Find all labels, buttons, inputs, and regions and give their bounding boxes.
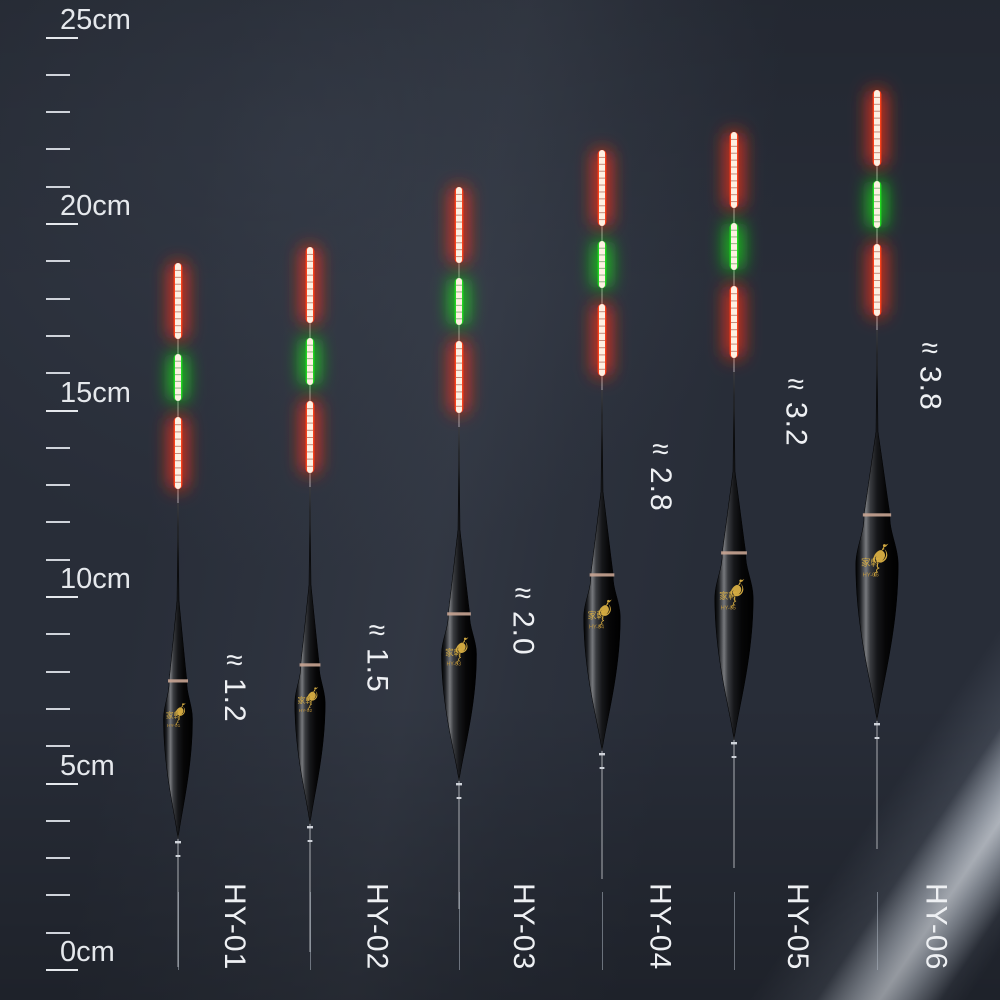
svg-text:HY-01: HY-01 xyxy=(167,723,181,729)
svg-text:家軒: 家軒 xyxy=(445,647,463,658)
svg-text:家軒: 家軒 xyxy=(588,610,606,621)
svg-text:HY-02: HY-02 xyxy=(299,708,313,714)
svg-text:HY-05: HY-05 xyxy=(721,605,736,611)
svg-text:HY-04: HY-04 xyxy=(589,625,604,631)
svg-text:家軒: 家軒 xyxy=(166,710,182,720)
svg-text:家軒: 家軒 xyxy=(297,695,313,705)
svg-text:HY-06: HY-06 xyxy=(863,573,880,579)
svg-text:家軒: 家軒 xyxy=(861,557,881,569)
svg-text:家軒: 家軒 xyxy=(719,590,737,601)
svg-text:HY-03: HY-03 xyxy=(446,661,461,667)
